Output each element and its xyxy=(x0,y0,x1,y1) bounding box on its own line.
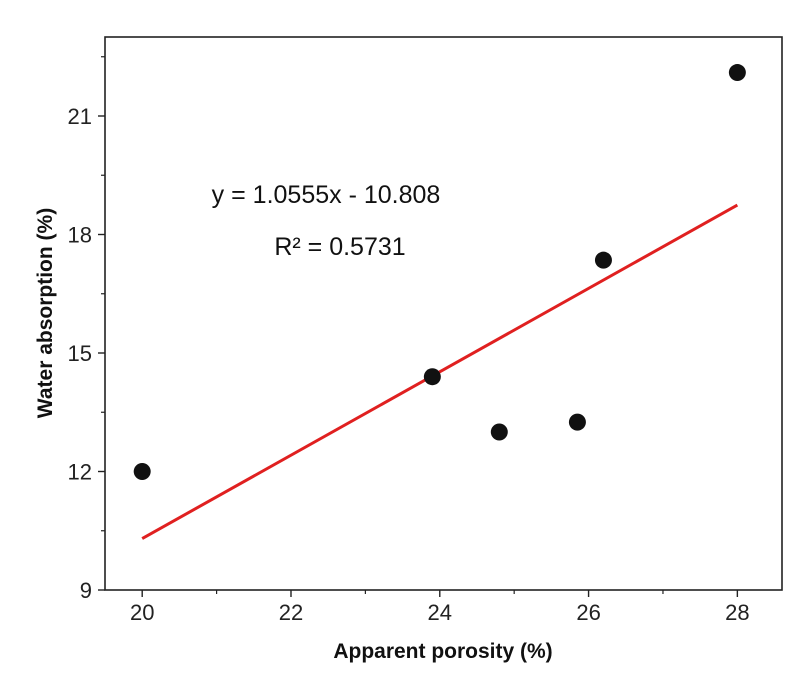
data-point xyxy=(594,251,612,269)
equation-annotation: y = 1.0555x - 10.808 xyxy=(212,181,441,209)
y-tick-label: 12 xyxy=(68,460,92,485)
r-squared-annotation: R² = 0.5731 xyxy=(274,233,405,261)
trendline xyxy=(141,203,739,540)
x-tick-label: 24 xyxy=(428,600,452,625)
y-axis-title: Water absorption (%) xyxy=(34,208,57,418)
x-tick-label: 20 xyxy=(130,600,154,625)
plot-frame xyxy=(104,36,783,591)
data-point xyxy=(490,423,508,441)
x-tick-label: 28 xyxy=(725,600,749,625)
data-point xyxy=(133,463,151,480)
data-point xyxy=(568,413,586,431)
x-axis-ticks: 20 22 24 26 28 xyxy=(130,590,750,625)
x-tick-label: 26 xyxy=(576,600,600,625)
data-points xyxy=(133,64,746,480)
data-point xyxy=(423,368,441,386)
x-tick-label: 22 xyxy=(279,600,303,625)
y-tick-label: 18 xyxy=(68,223,92,248)
data-point xyxy=(728,64,746,82)
x-axis-title: Apparent porosity (%) xyxy=(333,640,552,663)
y-tick-label: 9 xyxy=(80,578,92,603)
y-tick-label: 21 xyxy=(68,104,92,129)
y-tick-label: 15 xyxy=(68,341,92,366)
y-axis-ticks: 9 12 15 18 21 xyxy=(68,56,105,603)
